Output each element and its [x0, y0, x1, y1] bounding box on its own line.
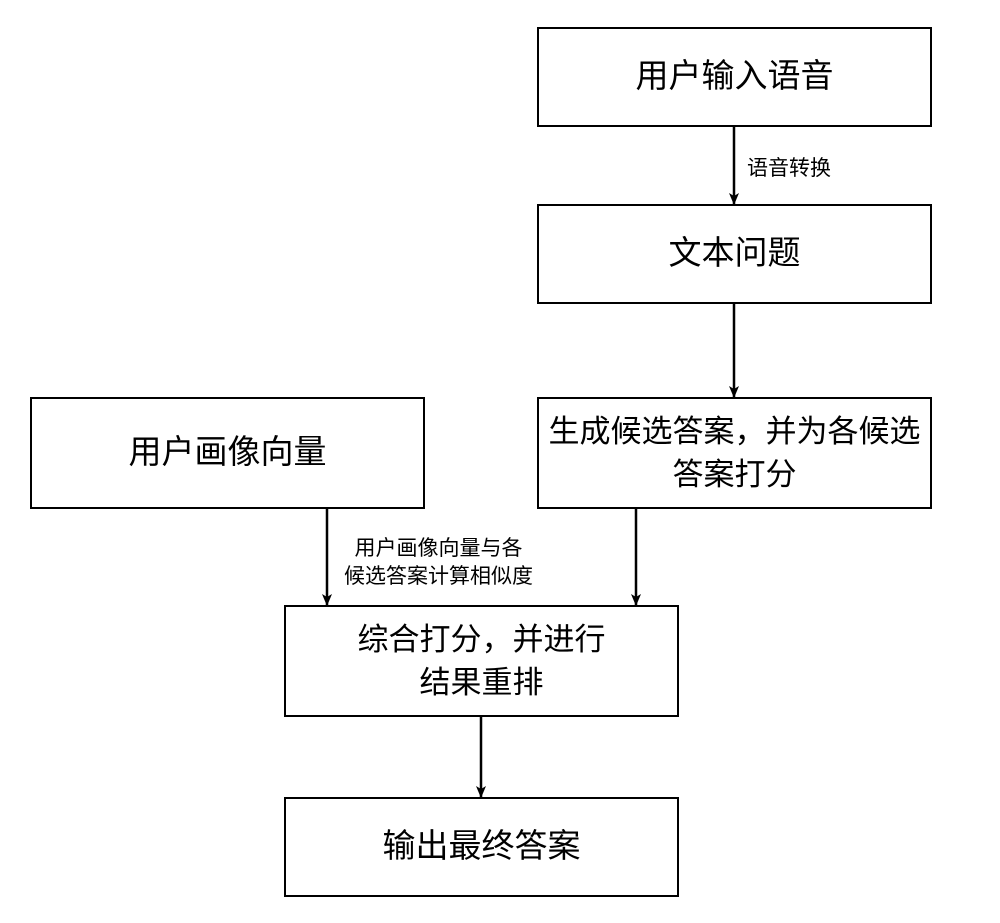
node-user-voice-input: 用户输入语音 — [537, 27, 932, 127]
node-text-question: 文本问题 — [537, 204, 932, 304]
node-generate-candidates: 生成候选答案，并为各候选 答案打分 — [537, 397, 932, 509]
edge-label-voice-conversion: 语音转换 — [747, 154, 831, 182]
node-output-answer: 输出最终答案 — [284, 797, 679, 897]
edge-label-similarity: 用户画像向量与各 候选答案计算相似度 — [344, 534, 533, 591]
node-user-profile-vector: 用户画像向量 — [30, 397, 425, 509]
node-combined-score: 综合打分，并进行 结果重排 — [284, 605, 679, 717]
